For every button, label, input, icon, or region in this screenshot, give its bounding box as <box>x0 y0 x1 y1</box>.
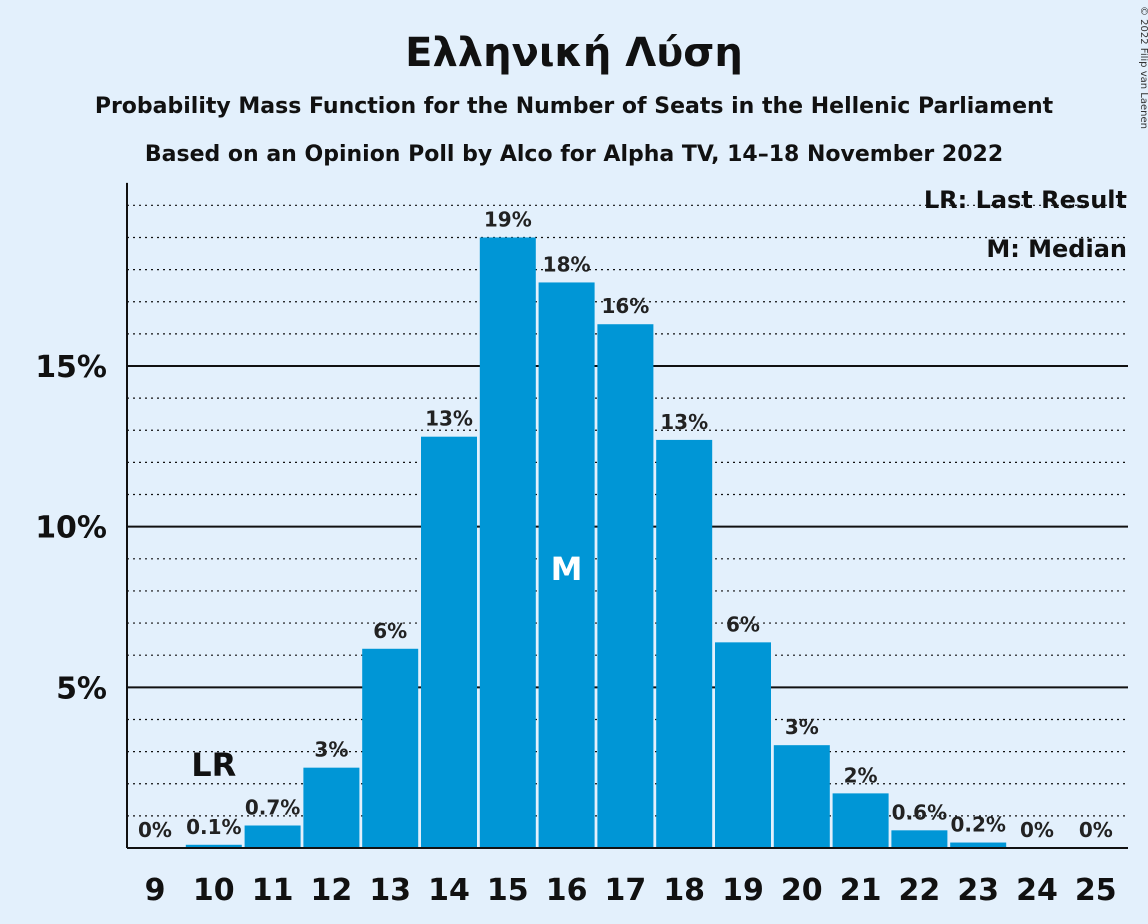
data-label-15: 19% <box>484 207 532 231</box>
bar-seats-22 <box>891 830 948 848</box>
chart-subtitle: Probability Mass Function for the Number… <box>95 94 1054 119</box>
x-tick-label: 9 <box>145 873 166 908</box>
data-label-9: 0% <box>138 818 172 842</box>
x-tick-label: 19 <box>722 873 764 908</box>
x-tick-label: 16 <box>546 873 588 908</box>
y-axis: 5% 10% 15% <box>35 182 128 848</box>
legend-last-result: LR: Last Result <box>924 186 1127 214</box>
data-labels: 0% 0.1%0.7%3%6%13%19%18%16%13%6%3%2%0.6%0… <box>138 207 1113 842</box>
data-label-11: 0.7% <box>245 796 300 820</box>
bar-seats-23 <box>950 842 1007 848</box>
data-label-23: 0.2% <box>950 813 1005 837</box>
bar-seats-21 <box>832 793 889 848</box>
x-tick-label: 24 <box>1016 873 1058 908</box>
data-label-24: 0% <box>1020 818 1054 842</box>
last-result-marker: LR <box>191 746 236 784</box>
legend-median: M: Median <box>986 235 1127 263</box>
data-label-10: 0.1% <box>186 815 241 839</box>
bar-seats-12 <box>303 767 360 848</box>
data-label-14: 13% <box>425 407 473 431</box>
y-tick-label: 15% <box>35 350 107 385</box>
x-axis: 9 10 11 12 13 14 15 16 17 18 19 20 21 22 23 24 25 <box>127 847 1128 908</box>
x-tick-label: 14 <box>428 873 470 908</box>
data-label-21: 2% <box>844 763 878 787</box>
data-label-20: 3% <box>785 715 819 739</box>
chart-title: Ελληνική Λύση <box>405 30 743 76</box>
bars <box>185 237 1007 848</box>
x-tick-label: 18 <box>663 873 705 908</box>
x-tick-label: 23 <box>957 873 999 908</box>
chart-source: Based on an Opinion Poll by Alco for Alp… <box>145 142 1003 167</box>
x-tick-label: 10 <box>193 873 235 908</box>
copyright-text: © 2022 Filip van Laenen <box>1138 6 1148 129</box>
y-tick-label: 5% <box>56 671 107 706</box>
bar-seats-20 <box>773 745 830 848</box>
data-label-12: 3% <box>314 738 348 762</box>
bar-seats-13 <box>362 648 419 848</box>
bar-seats-17 <box>597 324 654 848</box>
data-label-19: 6% <box>726 612 760 636</box>
bar-seats-10 <box>185 844 242 848</box>
data-label-17: 16% <box>601 294 649 318</box>
x-tick-label: 20 <box>781 873 823 908</box>
bar-seats-15 <box>479 237 536 848</box>
x-tick-label: 15 <box>487 873 529 908</box>
data-label-22: 0.6% <box>892 800 947 824</box>
bar-seats-19 <box>715 642 771 848</box>
median-marker: M <box>551 550 583 588</box>
y-tick-label: 10% <box>35 511 107 546</box>
x-tick-label: 11 <box>252 873 294 908</box>
x-tick-label: 21 <box>840 873 882 908</box>
bar-seats-18 <box>656 439 713 848</box>
data-label-13: 6% <box>373 619 407 643</box>
grid-lines <box>127 204 1128 817</box>
x-tick-label: 13 <box>369 873 411 908</box>
x-tick-label: 17 <box>605 873 647 908</box>
bar-seats-16 <box>538 282 595 848</box>
bar-seats-14 <box>421 436 477 848</box>
x-tick-label: 12 <box>311 873 353 908</box>
data-label-18: 13% <box>660 410 708 434</box>
bar-seats-11 <box>244 825 301 848</box>
data-label-16: 18% <box>543 252 591 276</box>
data-label-25: 0% <box>1079 818 1113 842</box>
x-tick-label: 22 <box>899 873 941 908</box>
x-tick-label: 25 <box>1075 873 1117 908</box>
